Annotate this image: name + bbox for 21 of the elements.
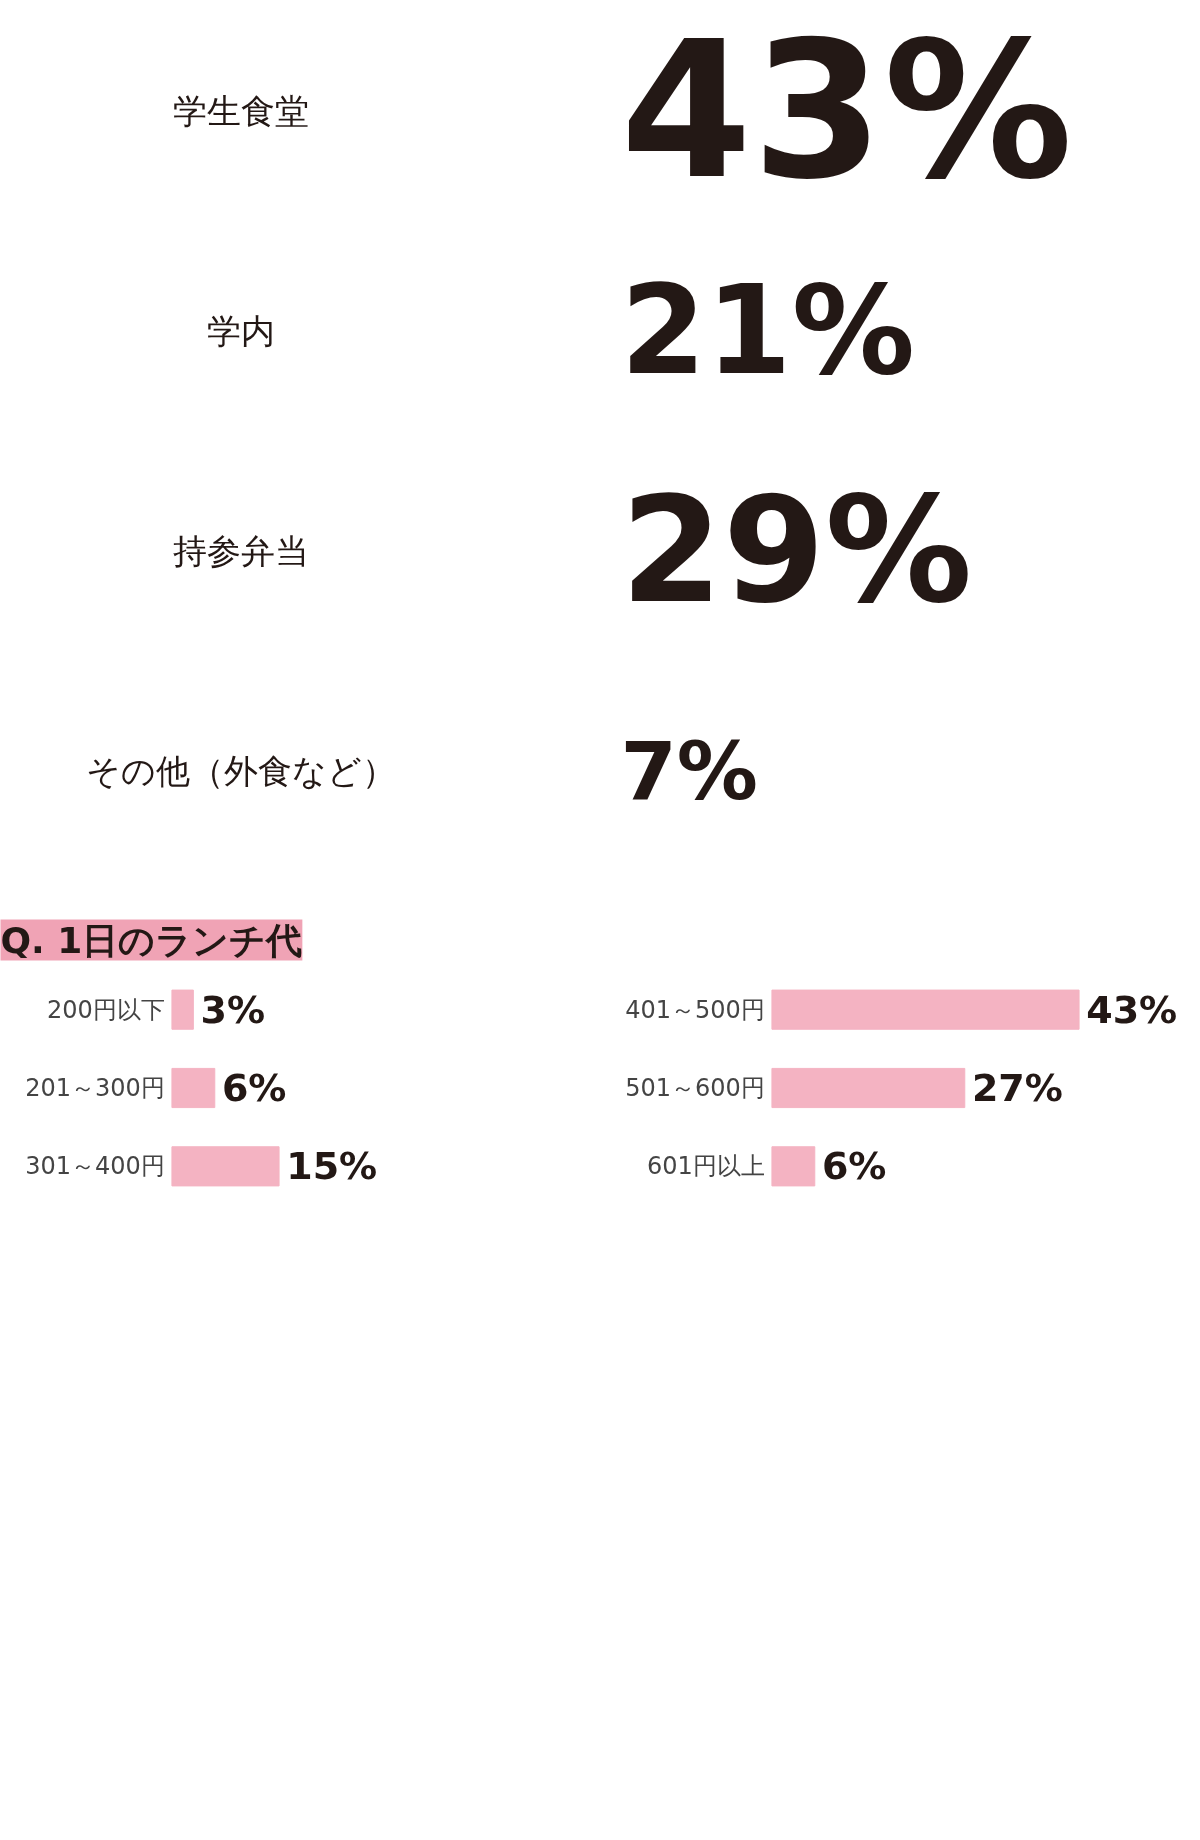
data-label: 7% <box>620 723 759 818</box>
data-label: 27% <box>971 1066 1063 1110</box>
data-label: 21% <box>620 259 915 402</box>
data-label: 3% <box>200 987 266 1032</box>
data-label: 6% <box>221 1066 287 1110</box>
y-tick-label: 200円以下 <box>46 995 165 1024</box>
data-label: 15% <box>286 1144 378 1189</box>
category-label: 学生食堂 <box>172 90 309 131</box>
y-tick-label: 201～300円 <box>25 1074 165 1102</box>
y-tick-label: 401～500円 <box>625 995 765 1024</box>
y-tick-label: 301～400円 <box>25 1152 165 1181</box>
data-label: 43% <box>1086 987 1178 1032</box>
data-label: 6% <box>821 1144 887 1189</box>
y-tick-label: 601円以上 <box>646 1152 765 1181</box>
data-label: 43% <box>620 0 1073 221</box>
category-label: 持参弁当 <box>172 530 309 571</box>
category-label: 学内 <box>206 310 275 351</box>
category-label: その他（外食など） <box>85 750 396 791</box>
chart-title: Q. 1日のランチ代 <box>0 919 303 961</box>
y-tick-label: 501～600円 <box>625 1074 765 1102</box>
data-label: 29% <box>620 465 973 636</box>
